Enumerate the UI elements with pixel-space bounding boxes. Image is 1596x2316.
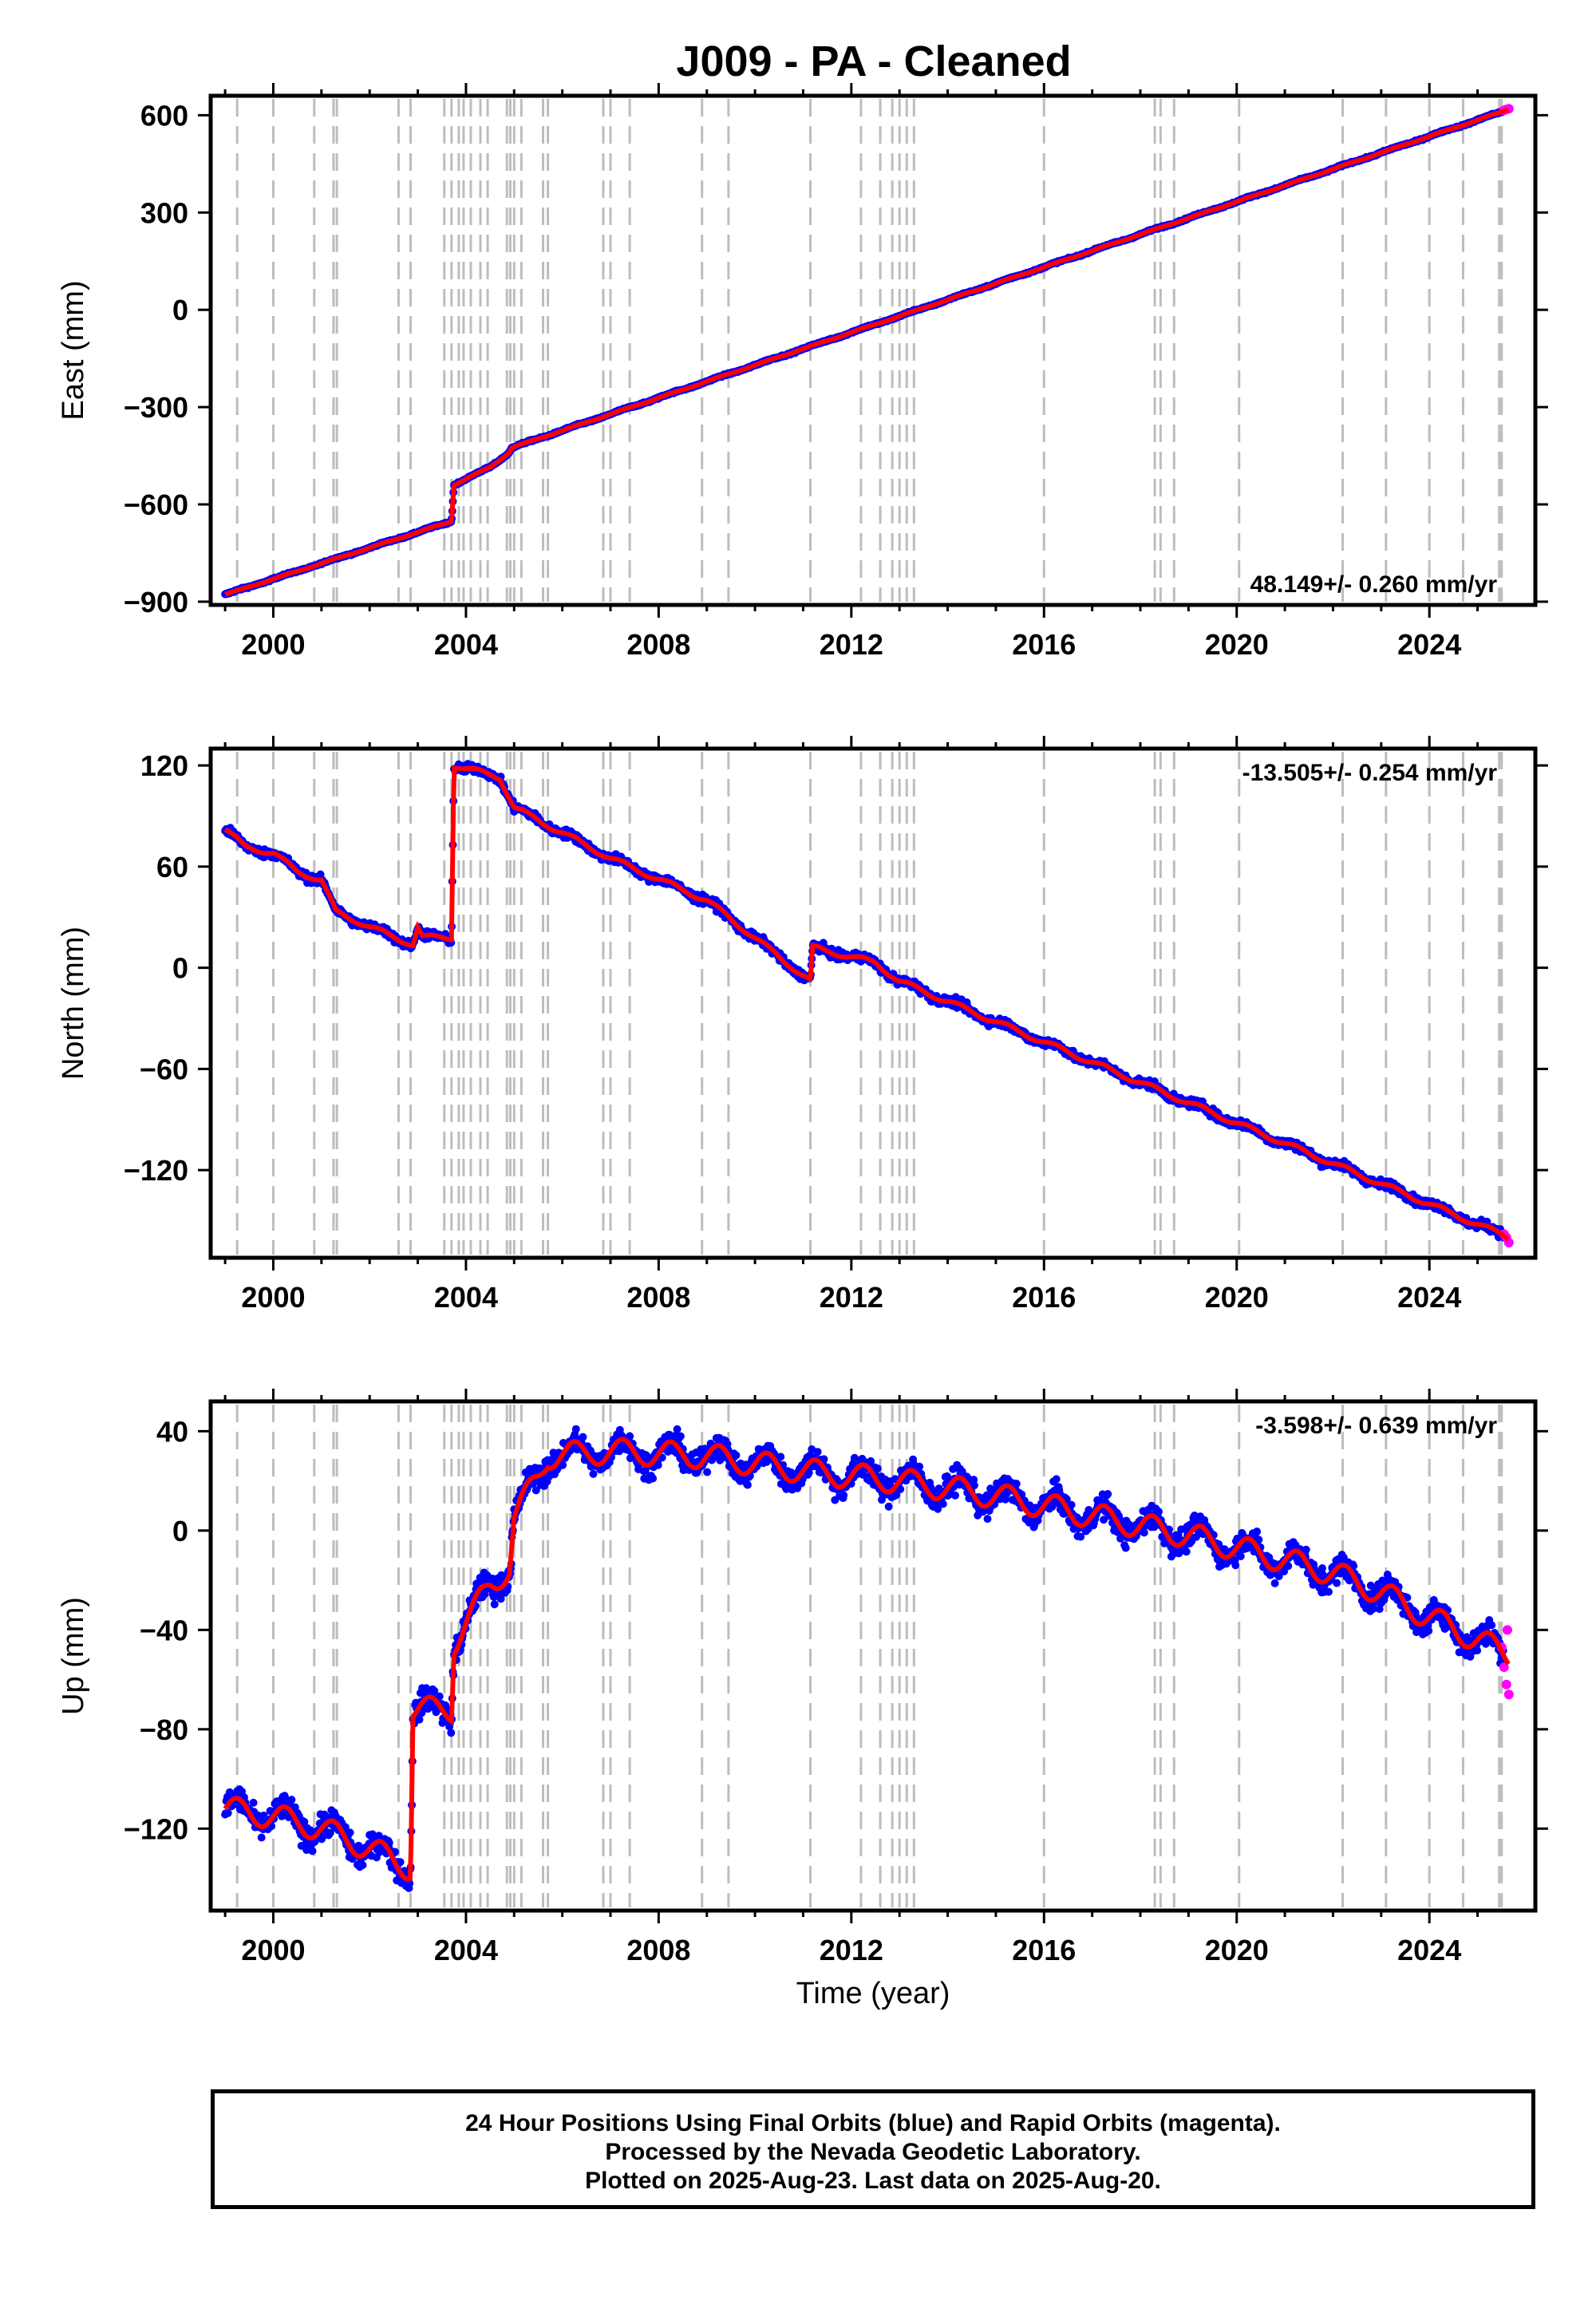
final-orbit-points bbox=[221, 1425, 1508, 1892]
x-tick-label: 2012 bbox=[820, 1281, 883, 1314]
y-tick-label: −900 bbox=[124, 586, 188, 619]
x-tick-label: 2024 bbox=[1397, 628, 1461, 661]
y-tick-label: 120 bbox=[140, 749, 188, 782]
x-tick-label: 2004 bbox=[434, 1281, 498, 1314]
data-point bbox=[249, 1798, 258, 1807]
y-tick-label: 600 bbox=[140, 99, 188, 132]
model-fit-line bbox=[223, 765, 1510, 1242]
velocity-label: -13.505+/- 0.254 mm/yr bbox=[1242, 760, 1498, 786]
x-tick-label: 2000 bbox=[241, 628, 305, 661]
data-point bbox=[308, 1847, 317, 1856]
chart-title: J009 - PA - Cleaned bbox=[676, 38, 1071, 85]
equipment-change-lines bbox=[235, 99, 1503, 602]
x-tick-label: 2020 bbox=[1205, 1281, 1269, 1314]
final-orbit-points bbox=[221, 760, 1508, 1242]
y-tick-label: −60 bbox=[140, 1053, 188, 1085]
y-tick-label: −300 bbox=[124, 391, 188, 424]
panel-east: 2000 2004 2008 2012 2016 2020 2024 600 300 0 −300 −… bbox=[57, 83, 1548, 661]
x-tick-label: 2020 bbox=[1205, 628, 1269, 661]
y-tick-label: 300 bbox=[140, 196, 188, 229]
y-tick-label: 0 bbox=[172, 952, 188, 985]
y-tick-label: 0 bbox=[172, 294, 188, 326]
data-point bbox=[358, 1861, 367, 1869]
x-tick-label: 2024 bbox=[1397, 1281, 1461, 1314]
data-point bbox=[346, 1828, 354, 1837]
x-tick-label: 2016 bbox=[1012, 628, 1076, 661]
y-axis-label: North (mm) bbox=[57, 927, 90, 1080]
data-point bbox=[287, 1796, 296, 1804]
panel-up: 2000 2004 2008 2012 2016 2020 2024400−40−80−12… bbox=[57, 1389, 1548, 2010]
panel-north: 2000 2004 2008 2012 2016 2020 2024 120 60 0 −60 −12… bbox=[57, 736, 1548, 1314]
y-tick-label: −120 bbox=[124, 1154, 188, 1187]
velocity-label: 48.149+/- 0.260 mm/yr bbox=[1250, 571, 1498, 598]
data-point bbox=[223, 1808, 232, 1817]
model-fit-line bbox=[223, 107, 1510, 597]
equipment-change-lines bbox=[235, 752, 1503, 1255]
x-tick-label: 2016 bbox=[1012, 1281, 1076, 1314]
data-point bbox=[257, 1833, 266, 1842]
final-orbit-points bbox=[221, 106, 1508, 599]
plot-frame bbox=[208, 746, 1538, 1260]
y-axis-label: East (mm) bbox=[57, 280, 90, 420]
x-tick-label: 2012 bbox=[820, 628, 883, 661]
x-axis-ticks: 2000 2004 2008 2012 2016 2020 2024 bbox=[223, 736, 1479, 1314]
y-tick-label: −600 bbox=[124, 488, 188, 521]
x-tick-label: 2008 bbox=[626, 1281, 690, 1314]
x-tick-label: 2004 bbox=[434, 628, 498, 661]
y-tick-label: 60 bbox=[156, 851, 188, 883]
x-tick-label: 2008 bbox=[626, 628, 690, 661]
x-tick-label: 2000 bbox=[241, 1281, 305, 1314]
